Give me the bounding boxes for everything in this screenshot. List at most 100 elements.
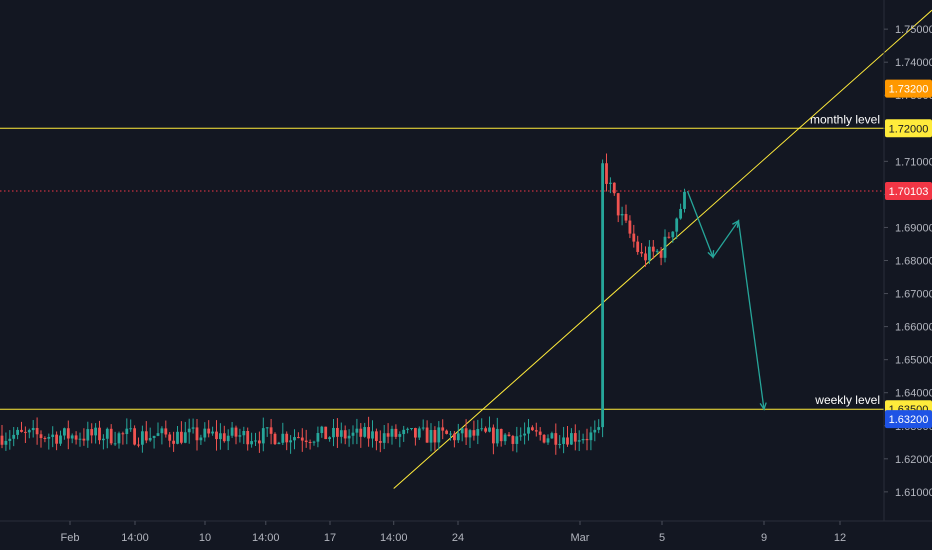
candle-body — [429, 430, 433, 443]
current-price-tag — [885, 181, 932, 200]
candle-body — [679, 208, 682, 219]
candle-body — [102, 438, 105, 441]
price-axis-tick: 1.71000 — [895, 156, 932, 168]
candle-body — [4, 440, 8, 445]
candle-body — [254, 440, 257, 442]
candle-body — [59, 435, 62, 444]
time-axis-tick: 17 — [324, 532, 336, 544]
candle-body — [683, 191, 686, 209]
candle-body — [105, 428, 109, 439]
candle-body — [421, 427, 425, 429]
price-axis-tick: 1.68000 — [895, 256, 932, 268]
candle-body — [234, 427, 238, 437]
level-price-tag-label: 1.72000 — [889, 123, 929, 135]
candle-body — [620, 213, 624, 216]
level-label: monthly level — [810, 112, 880, 126]
candle-body — [367, 427, 370, 439]
candle-body — [601, 163, 604, 428]
candle-body — [285, 433, 289, 443]
candle-body — [663, 236, 667, 258]
candle-body — [507, 434, 511, 437]
candle-body — [191, 427, 195, 429]
candle-body — [343, 430, 347, 439]
candle-body — [476, 429, 480, 436]
candle-body — [39, 434, 43, 438]
candle-body — [250, 441, 253, 445]
candle-body — [304, 440, 308, 442]
candle-body — [456, 433, 460, 441]
candle-body — [585, 438, 589, 441]
candle-body — [183, 432, 187, 443]
price-axis-tick: 1.64000 — [895, 388, 932, 400]
candle-body — [336, 427, 339, 437]
candle-body — [636, 241, 640, 252]
candle-body — [589, 432, 593, 441]
time-axis-tick: 24 — [452, 532, 464, 544]
candle-body — [499, 428, 503, 442]
candle-body — [472, 430, 476, 436]
candle-body — [31, 427, 35, 431]
candle-body — [195, 427, 199, 441]
candle-body — [152, 435, 156, 438]
candle-body — [332, 427, 335, 438]
candle-body — [133, 428, 136, 445]
candle-body — [534, 430, 538, 432]
projection-path[interactable] — [686, 190, 765, 410]
candle-body — [113, 443, 117, 445]
candle-body — [410, 428, 413, 430]
candle-body — [144, 431, 148, 441]
candle-body — [12, 434, 16, 439]
candle-body — [328, 437, 331, 440]
candle-body — [47, 436, 51, 439]
candle-body — [523, 433, 526, 436]
candle-body — [324, 426, 328, 440]
candle-body — [445, 430, 448, 434]
candle-body — [355, 428, 359, 433]
candle-body — [211, 431, 214, 434]
candle-body — [156, 433, 160, 436]
candle-body — [417, 428, 421, 438]
candle-body — [160, 428, 164, 434]
price-axis-tick: 1.69000 — [895, 222, 932, 234]
candle-body — [219, 433, 222, 440]
candle-body — [94, 427, 97, 436]
candle-body — [199, 437, 203, 441]
candle-body — [394, 428, 398, 437]
candle-body — [109, 428, 113, 444]
candle-body — [339, 430, 343, 437]
candle-body — [640, 251, 643, 254]
candle-body — [577, 440, 581, 442]
candle-body — [24, 431, 27, 433]
candle-body — [168, 434, 172, 441]
level-price-tag — [885, 119, 932, 138]
candle-body — [66, 428, 70, 439]
candle-body — [609, 182, 612, 184]
candle-body — [538, 431, 542, 435]
price-axis-tick: 1.62000 — [895, 454, 932, 466]
current-price-tag-label: 1.70103 — [889, 186, 929, 198]
candle-body — [468, 430, 472, 438]
candle-body — [488, 427, 491, 432]
candle-body — [281, 433, 285, 443]
time-axis-tick: 14:00 — [252, 532, 280, 544]
candle-body — [0, 435, 4, 445]
candle-body — [300, 437, 304, 441]
candle-body — [667, 236, 671, 238]
candle-body — [363, 427, 367, 437]
candle-body — [269, 427, 273, 434]
candle-body — [605, 163, 608, 184]
projection-arrowhead — [707, 250, 715, 259]
candle-body — [449, 433, 452, 435]
candle-body — [546, 438, 550, 443]
candle-body — [651, 246, 655, 252]
candle-body — [495, 428, 499, 444]
candle-body — [230, 427, 234, 436]
candle-body — [659, 250, 663, 258]
candle-body — [558, 443, 562, 445]
candle-body — [215, 431, 218, 440]
trendline[interactable] — [393, 9, 932, 489]
candle-body — [616, 193, 620, 216]
candle-body — [624, 213, 628, 221]
